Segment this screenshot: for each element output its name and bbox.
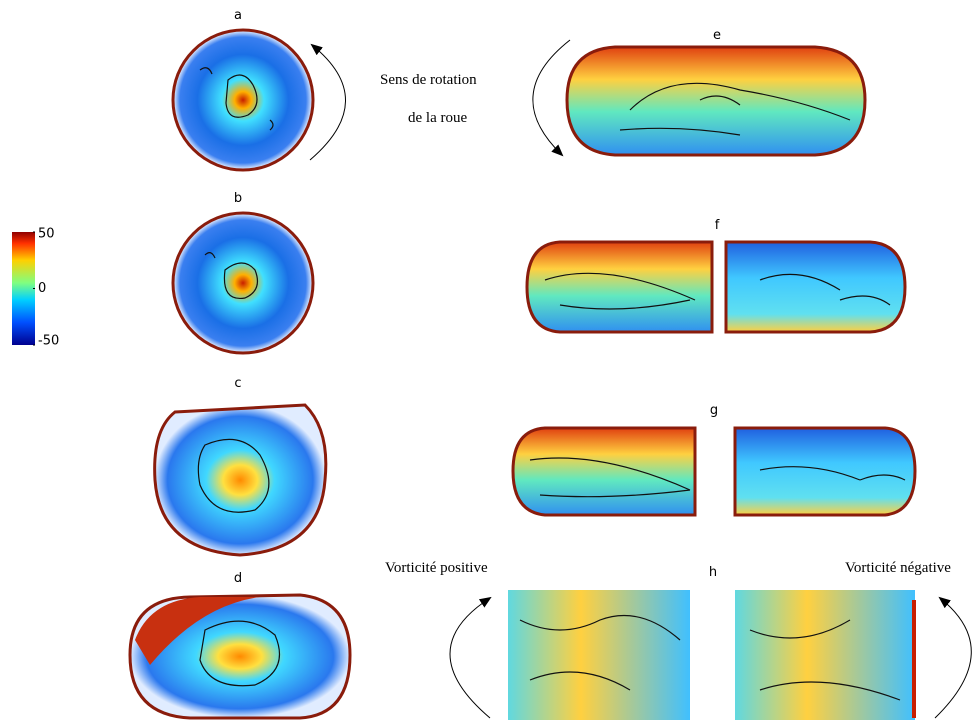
rotation-arrow xyxy=(532,39,571,157)
vorticity-region xyxy=(135,597,260,665)
colorbar-tick-label: 0 xyxy=(38,281,46,296)
vorticity-map xyxy=(508,590,690,720)
colorbar-tick-label: 50 xyxy=(38,227,55,242)
rotation-arrow xyxy=(449,596,492,719)
panel-label: g xyxy=(710,403,718,418)
annotation: de la roue xyxy=(408,110,467,126)
panel-label: h xyxy=(709,565,717,580)
panel-label: e xyxy=(713,28,721,43)
panel-label: c xyxy=(234,376,241,391)
vorticity-map xyxy=(171,28,315,172)
vorticity-map xyxy=(724,240,907,334)
vorticity-map xyxy=(171,211,315,355)
vorticity-map xyxy=(565,45,867,157)
vorticity-map xyxy=(735,590,915,720)
vorticity-map xyxy=(525,240,714,334)
annotation: Sens de rotation xyxy=(380,72,477,88)
panel-label: d xyxy=(234,571,242,586)
rotation-arrow xyxy=(934,596,972,719)
panel-label: b xyxy=(234,191,242,206)
panel-label: f xyxy=(715,218,720,233)
annotation: Vorticité négative xyxy=(845,560,951,576)
vorticity-map xyxy=(153,403,328,557)
colorbar-tick-label: -50 xyxy=(38,334,59,349)
vorticity-map xyxy=(511,426,697,517)
panel-label: a xyxy=(234,8,242,23)
vorticity-map xyxy=(733,426,917,517)
annotation: Vorticité positive xyxy=(385,560,488,576)
rotation-arrow xyxy=(309,43,346,161)
colorbar xyxy=(12,232,35,345)
